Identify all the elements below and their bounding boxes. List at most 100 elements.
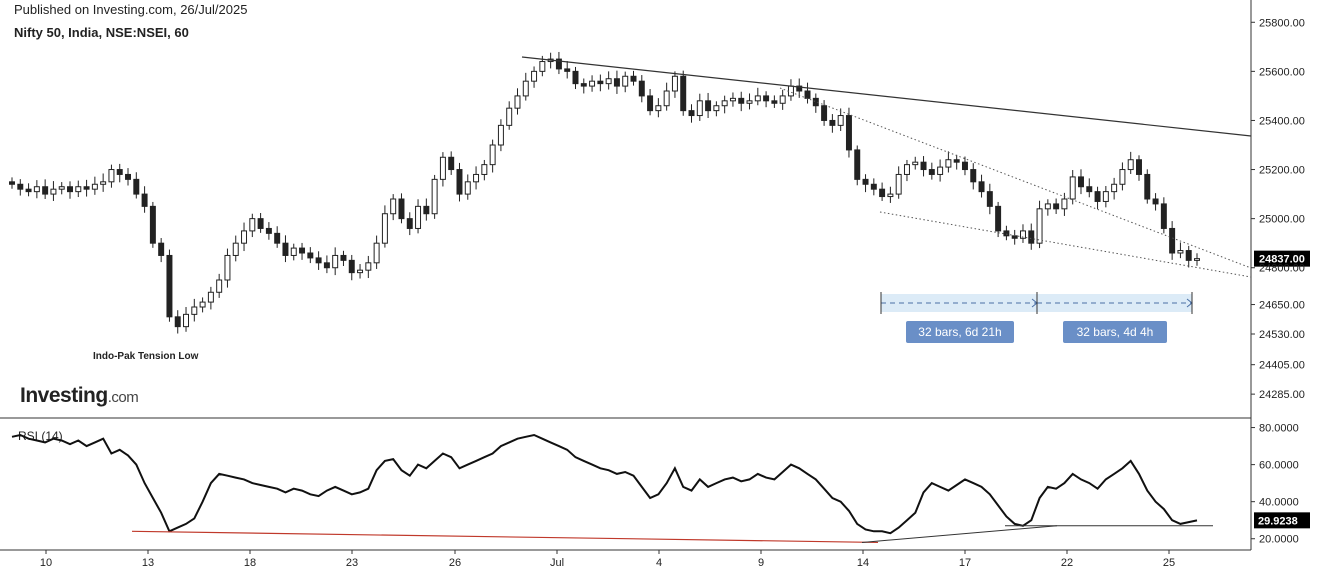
candle: [1028, 223, 1035, 250]
candle-body: [647, 95, 654, 112]
candle-body: [961, 161, 968, 171]
candle: [1177, 242, 1184, 259]
candle: [241, 222, 248, 252]
rsi-value-tag: [1254, 512, 1310, 529]
candle: [125, 168, 131, 186]
rsi-tick-label: 40.0000: [1259, 497, 1299, 509]
time-tick-label: 18: [244, 557, 256, 569]
candle: [1111, 177, 1118, 200]
candle: [17, 179, 24, 196]
candle: [406, 212, 413, 236]
candle: [216, 273, 223, 298]
time-tick-label: 17: [959, 557, 971, 569]
last-price-tag: [1254, 250, 1310, 267]
candle: [58, 182, 65, 195]
candle: [903, 159, 910, 182]
time-tick-label: 22: [1061, 557, 1073, 569]
candle-body: [448, 156, 455, 171]
candle-body: [42, 186, 49, 195]
candle-body: [299, 247, 306, 254]
candle: [323, 255, 330, 274]
candle-body: [630, 75, 637, 82]
candle-body: [613, 78, 620, 87]
candle: [845, 107, 852, 158]
candle: [332, 247, 339, 276]
candle: [630, 70, 637, 86]
candle: [42, 179, 49, 199]
candle-body: [895, 173, 902, 195]
time-tick-label: 26: [449, 557, 461, 569]
time-tick-label: Jul: [550, 557, 564, 569]
candle-body: [879, 188, 886, 198]
candle-body: [671, 75, 678, 92]
candle-body: [473, 173, 480, 183]
candle-body: [332, 254, 339, 269]
candle: [33, 180, 40, 199]
candle-body: [315, 257, 322, 264]
investing-logo: Investing.com: [20, 384, 139, 407]
candle-body: [937, 166, 944, 175]
candle-body: [174, 316, 181, 328]
candle-body: [149, 205, 156, 244]
candle-body: [1011, 235, 1018, 239]
candle: [67, 181, 73, 199]
candle-body: [721, 100, 728, 107]
candle-body: [166, 254, 173, 318]
candle: [282, 235, 289, 263]
candle: [166, 249, 173, 322]
candle-body: [779, 95, 786, 104]
candle-body: [357, 269, 364, 274]
candle-body: [1003, 230, 1010, 237]
candle-body: [1044, 203, 1051, 210]
candle: [688, 104, 695, 123]
candle-body: [9, 181, 15, 185]
candle-body: [125, 173, 131, 180]
candle-body: [746, 100, 753, 104]
candle: [655, 98, 662, 118]
candle: [597, 74, 604, 92]
candle: [1053, 198, 1060, 214]
candle: [937, 159, 944, 182]
candle-body: [183, 313, 190, 328]
candle-body: [787, 85, 794, 97]
candle: [100, 173, 107, 192]
candle-body: [1061, 198, 1068, 210]
candle-body: [1119, 169, 1126, 185]
candle-body: [133, 178, 140, 195]
candle-body: [100, 181, 107, 185]
candle-body: [439, 156, 446, 180]
candle: [50, 181, 57, 201]
candle-body: [928, 169, 935, 175]
candle: [365, 255, 372, 279]
candle-body: [539, 61, 546, 72]
candle-body: [1102, 191, 1109, 202]
candle: [887, 186, 894, 203]
rsi-tick-label: 20.0000: [1259, 534, 1299, 546]
measure-label: 32 bars, 4d 4h: [1077, 325, 1154, 339]
candle: [390, 194, 397, 221]
candle-body: [705, 100, 712, 112]
candle-body: [381, 213, 388, 244]
rsi-line: [11, 433, 1198, 535]
candle-body: [75, 186, 82, 193]
candle: [158, 238, 165, 263]
candle: [862, 174, 869, 193]
candle-body: [506, 107, 513, 126]
candle: [415, 199, 422, 234]
candle: [953, 154, 960, 170]
candle: [705, 92, 712, 118]
candle: [1102, 185, 1109, 208]
candle-body: [348, 259, 355, 274]
candle: [821, 100, 828, 126]
candle-body: [522, 80, 529, 97]
price-tick-label: 24800.00: [1259, 263, 1305, 275]
candle: [746, 93, 753, 110]
candle-body: [489, 144, 496, 166]
candle-body: [340, 254, 347, 261]
candle: [589, 75, 596, 92]
candle-body: [67, 186, 73, 193]
candle-body: [589, 80, 596, 87]
candle-body: [514, 95, 521, 109]
candle: [754, 87, 761, 106]
candle-body: [1144, 173, 1151, 200]
